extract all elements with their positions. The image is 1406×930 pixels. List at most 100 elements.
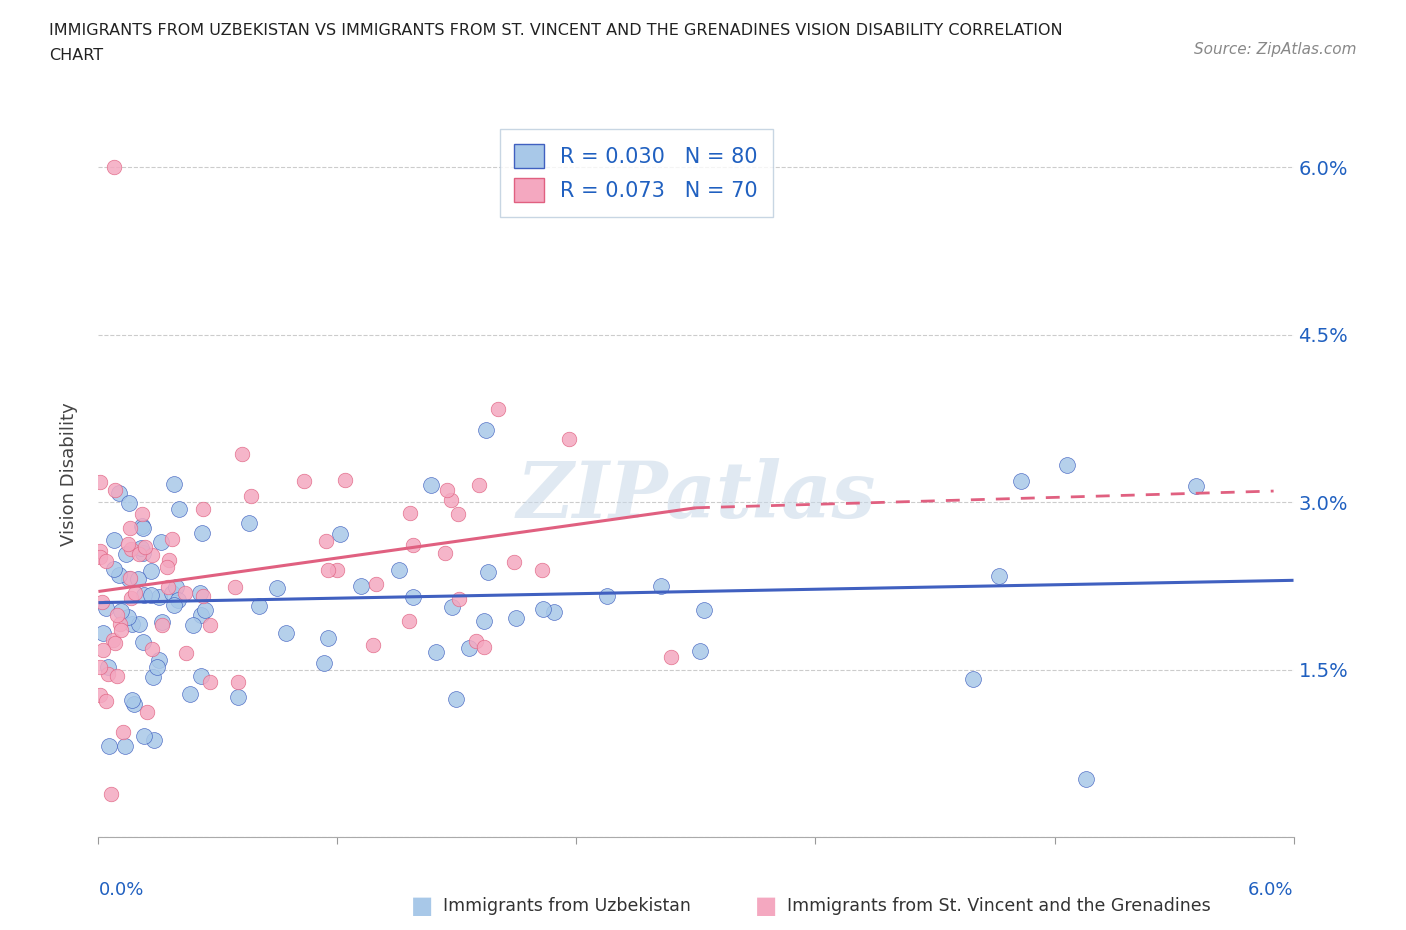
Text: Immigrants from Uzbekistan: Immigrants from Uzbekistan [443,897,690,915]
Point [191,525,214,540]
Point [128,546,150,561]
Point [1010,474,1032,489]
Point [247,598,270,613]
Point [444,692,467,707]
Point [100,787,122,802]
Legend: R = 0.030   N = 80, R = 0.073   N = 70: R = 0.030 N = 80, R = 0.073 N = 70 [501,129,772,217]
Point [118,570,141,585]
Point [190,669,212,684]
Point [224,579,246,594]
Point [120,541,142,556]
Point [104,483,127,498]
Point [141,642,163,657]
Point [103,633,125,648]
Point [200,618,222,632]
Point [388,563,411,578]
Point [89,688,111,703]
Point [134,539,156,554]
Point [191,501,214,516]
Point [166,592,188,607]
Point [531,601,554,616]
Point [128,617,150,631]
Text: Source: ZipAtlas.com: Source: ZipAtlas.com [1194,42,1357,57]
Point [146,660,169,675]
Point [89,660,111,675]
Point [97,667,120,682]
Point [132,728,155,743]
Text: IMMIGRANTS FROM UZBEKISTAN VS IMMIGRANTS FROM ST. VINCENT AND THE GRENADINES VIS: IMMIGRANTS FROM UZBEKISTAN VS IMMIGRANTS… [49,23,1063,38]
Point [103,562,125,577]
Point [131,520,153,535]
Point [97,738,120,753]
Point [238,515,260,530]
Point [558,432,581,446]
Point [468,478,491,493]
Point [292,473,315,488]
Text: CHART: CHART [49,48,103,63]
Point [419,478,441,493]
Point [148,652,170,667]
Point [157,552,180,567]
Point [477,565,499,579]
Point [121,617,143,631]
Point [543,605,565,620]
Point [194,603,217,618]
Point [148,590,170,604]
Point [118,496,141,511]
Point [157,579,180,594]
Point [335,473,357,488]
Point [103,532,125,547]
Point [464,633,486,648]
Point [122,697,145,711]
Text: ■: ■ [755,894,778,918]
Point [91,625,114,640]
Point [1076,771,1098,786]
Point [94,694,117,709]
Point [89,544,111,559]
Point [474,613,496,628]
Point [110,604,132,618]
Point [94,601,117,616]
Point [114,738,136,753]
Point [183,618,205,632]
Point [179,686,201,701]
Point [366,577,388,591]
Point [425,644,447,659]
Point [200,674,222,689]
Y-axis label: Vision Disability: Vision Disability [59,403,77,546]
Point [120,591,142,605]
Point [108,485,131,500]
Point [141,548,163,563]
Point [150,618,173,632]
Point [316,563,339,578]
Point [191,589,214,604]
Point [174,586,197,601]
Point [142,670,165,684]
Point [689,644,711,658]
Point [117,610,139,625]
Point [650,578,672,593]
Point [402,538,425,552]
Point [160,532,183,547]
Point [398,614,420,629]
Point [108,617,131,631]
Point [458,641,481,656]
Point [530,563,553,578]
Point [987,568,1010,583]
Point [120,521,142,536]
Point [596,589,619,604]
Point [274,626,297,641]
Point [131,519,153,534]
Point [436,483,458,498]
Point [312,656,335,671]
Point [108,567,131,582]
Point [121,693,143,708]
Text: ■: ■ [411,894,433,918]
Text: 6.0%: 6.0% [1249,881,1294,898]
Point [131,506,153,521]
Point [1185,478,1208,493]
Point [105,669,128,684]
Point [316,631,339,645]
Point [156,560,179,575]
Point [659,649,682,664]
